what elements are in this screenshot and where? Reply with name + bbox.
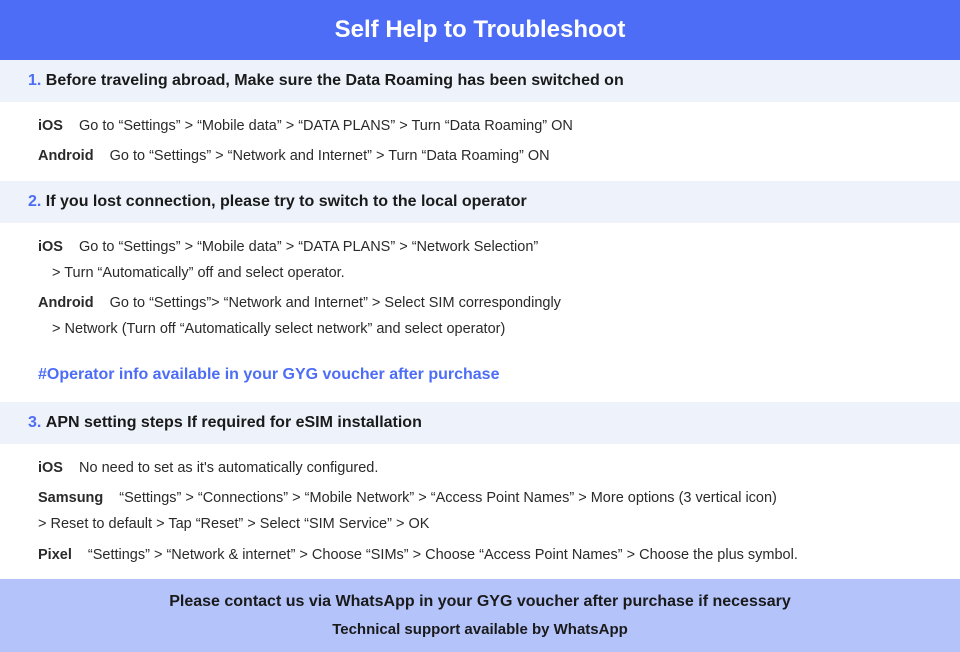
section-2-ios-text: Go to “Settings” > “Mobile data” > “DATA… [79, 239, 538, 255]
page-header: Self Help to Troubleshoot [0, 0, 960, 60]
ios-label: iOS [38, 239, 63, 255]
section-1-number: 1. [28, 72, 41, 89]
section-1-body: iOS Go to “Settings” > “Mobile data” > “… [0, 102, 960, 181]
section-3-samsung-row: Samsung “Settings” > “Connections” > “Mo… [38, 488, 922, 535]
section-3-pixel-row: Pixel “Settings” > “Network & internet” … [38, 545, 922, 565]
page-footer: Please contact us via WhatsApp in your G… [0, 579, 960, 652]
section-2-ios-cont: > Turn “Automatically” off and select op… [52, 263, 922, 283]
section-3-title: APN setting steps If required for eSIM i… [46, 414, 422, 431]
section-2-header: 2. If you lost connection, please try to… [0, 181, 960, 223]
section-2-android-text: Go to “Settings”> “Network and Internet”… [110, 295, 561, 311]
section-2-note: #Operator info available in your GYG vou… [0, 354, 960, 402]
footer-line-1: Please contact us via WhatsApp in your G… [0, 593, 960, 611]
section-2-android-cont: > Network (Turn off “Automatically selec… [52, 319, 922, 339]
section-1-android-row: Android Go to “Settings” > “Network and … [38, 146, 922, 166]
ios-label: iOS [38, 460, 63, 476]
footer-line-2: Technical support available by WhatsApp [0, 621, 960, 638]
section-2-title: If you lost connection, please try to sw… [46, 193, 527, 210]
section-3-number: 3. [28, 414, 41, 431]
section-3-body: iOS No need to set as it's automatically… [0, 444, 960, 579]
section-3-samsung-text: “Settings” > “Connections” > “Mobile Net… [119, 490, 777, 506]
section-1-ios-text: Go to “Settings” > “Mobile data” > “DATA… [79, 118, 573, 134]
section-1-ios-row: iOS Go to “Settings” > “Mobile data” > “… [38, 116, 922, 136]
section-2-body: iOS Go to “Settings” > “Mobile data” > “… [0, 223, 960, 354]
section-1-android-text: Go to “Settings” > “Network and Internet… [110, 148, 550, 164]
section-3-pixel-text: “Settings” > “Network & internet” > Choo… [88, 547, 798, 563]
samsung-label: Samsung [38, 490, 103, 506]
section-3-ios-row: iOS No need to set as it's automatically… [38, 458, 922, 478]
section-3-header: 3. APN setting steps If required for eSI… [0, 402, 960, 444]
section-1-header: 1. Before traveling abroad, Make sure th… [0, 60, 960, 102]
section-1-rest: Make sure the Data Roaming has been swit… [234, 72, 623, 89]
page-title: Self Help to Troubleshoot [0, 16, 960, 44]
section-3-ios-text: No need to set as it's automatically con… [79, 460, 378, 476]
section-1-bold: Before traveling abroad, [46, 72, 230, 89]
section-3-samsung-cont: > Reset to default > Tap “Reset” > Selec… [38, 514, 922, 534]
pixel-label: Pixel [38, 547, 72, 563]
android-label: Android [38, 295, 94, 311]
section-2-android-row: Android Go to “Settings”> “Network and I… [38, 293, 922, 340]
ios-label: iOS [38, 118, 63, 134]
android-label: Android [38, 148, 94, 164]
section-2-number: 2. [28, 193, 41, 210]
section-2-ios-row: iOS Go to “Settings” > “Mobile data” > “… [38, 237, 922, 284]
